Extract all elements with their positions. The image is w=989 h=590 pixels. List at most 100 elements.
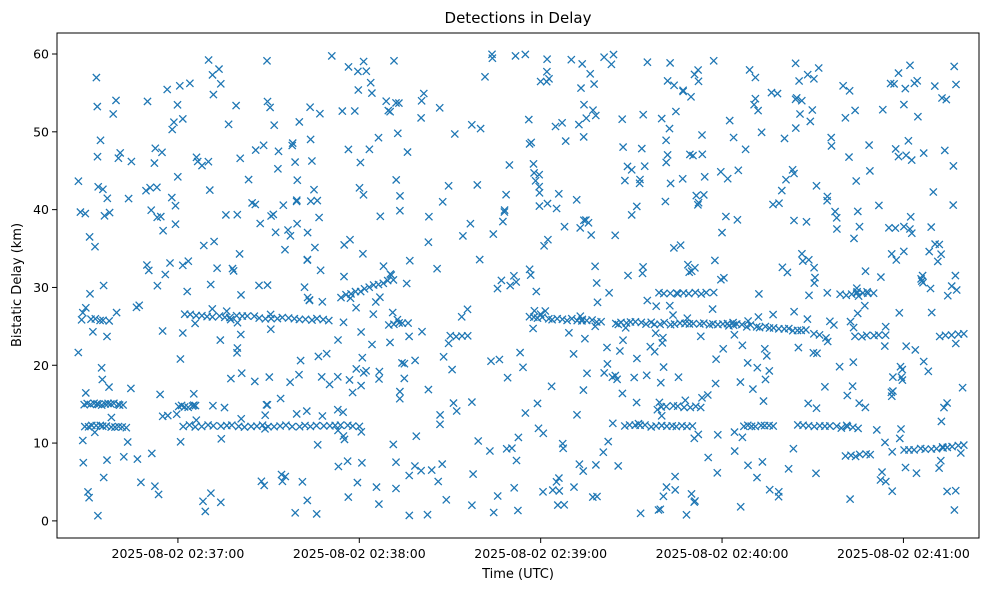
detection-point	[213, 264, 222, 273]
detection-point	[812, 404, 821, 413]
detection-point	[721, 212, 730, 221]
detection-point	[541, 306, 550, 316]
detection-point	[343, 457, 352, 466]
detection-point	[81, 209, 90, 218]
detection-point	[623, 162, 632, 171]
detection-point	[881, 477, 890, 486]
detection-point	[951, 80, 961, 89]
detection-point	[512, 456, 521, 465]
detection-point	[206, 280, 215, 289]
detection-point	[591, 111, 600, 120]
detection-point	[259, 141, 268, 150]
detection-point	[191, 422, 200, 431]
detection-point	[673, 289, 682, 298]
detection-point	[930, 82, 939, 91]
detection-point	[572, 195, 581, 204]
detection-point	[801, 325, 810, 334]
detection-point	[376, 212, 385, 221]
detection-point	[366, 78, 375, 87]
detection-point	[656, 378, 665, 387]
detection-point	[333, 405, 342, 414]
detection-point	[450, 129, 459, 139]
detection-point	[603, 359, 612, 368]
detection-point	[400, 374, 409, 383]
detection-point	[857, 332, 867, 341]
detection-point	[820, 382, 829, 391]
detection-point	[590, 80, 599, 89]
detection-point	[850, 332, 860, 341]
detection-point	[104, 383, 114, 392]
detection-point	[189, 401, 198, 410]
detection-point	[942, 95, 951, 104]
detection-point	[165, 258, 175, 268]
detection-point	[76, 208, 85, 217]
detection-point	[318, 297, 327, 306]
detection-point	[699, 190, 708, 199]
detection-point	[189, 389, 198, 398]
detection-point	[658, 338, 667, 347]
detection-point	[579, 216, 588, 225]
detection-point	[359, 57, 368, 66]
detection-point	[529, 324, 538, 333]
detection-point	[754, 289, 763, 298]
detection-point	[783, 268, 792, 277]
detection-point	[543, 235, 552, 244]
detection-point	[618, 115, 627, 124]
detection-point	[281, 421, 290, 430]
detection-point	[179, 422, 188, 431]
detection-point	[582, 114, 591, 123]
detection-point	[350, 106, 359, 116]
detection-point	[578, 59, 587, 68]
detection-point	[444, 339, 453, 348]
y-tick-label: 60	[33, 47, 49, 62]
detection-point	[951, 271, 960, 280]
detection-point	[151, 144, 160, 153]
detection-point	[789, 169, 799, 178]
detection-point	[591, 262, 600, 271]
detection-point	[607, 60, 616, 69]
detection-point	[811, 469, 821, 478]
detection-point	[312, 509, 321, 518]
detection-point	[670, 81, 679, 90]
detection-point	[324, 316, 333, 325]
detection-point	[314, 352, 323, 361]
detection-point	[395, 387, 404, 396]
detection-point	[81, 388, 90, 397]
detection-point	[579, 467, 588, 476]
detection-point	[743, 461, 753, 470]
detection-point	[716, 167, 725, 176]
detection-point	[939, 403, 949, 412]
detection-point	[345, 235, 355, 244]
detection-point	[802, 217, 811, 226]
detection-point	[232, 348, 242, 357]
detection-point	[276, 394, 285, 403]
detection-point	[895, 434, 904, 443]
detection-point	[369, 310, 378, 319]
detection-point	[204, 55, 213, 65]
detection-point	[634, 419, 643, 428]
detection-point	[375, 367, 384, 376]
detection-point	[683, 260, 692, 269]
detection-point	[608, 419, 617, 428]
detection-point	[621, 323, 630, 332]
detection-point	[448, 365, 457, 374]
detection-point	[902, 151, 911, 160]
detection-point	[327, 51, 336, 60]
detection-point	[236, 290, 246, 299]
detection-point	[382, 97, 391, 106]
detection-point	[849, 358, 858, 367]
detection-point	[208, 312, 217, 321]
detection-point	[876, 273, 885, 282]
detection-point	[291, 508, 300, 517]
detection-point	[199, 241, 208, 250]
detection-point	[273, 314, 282, 323]
detection-point	[671, 472, 680, 481]
detection-point	[365, 283, 374, 292]
detection-point	[216, 79, 225, 88]
detection-point	[410, 461, 419, 471]
detection-point	[178, 114, 187, 123]
detection-point	[751, 73, 760, 82]
detection-point	[100, 211, 109, 220]
detection-point	[476, 124, 485, 133]
detection-point	[683, 314, 692, 323]
